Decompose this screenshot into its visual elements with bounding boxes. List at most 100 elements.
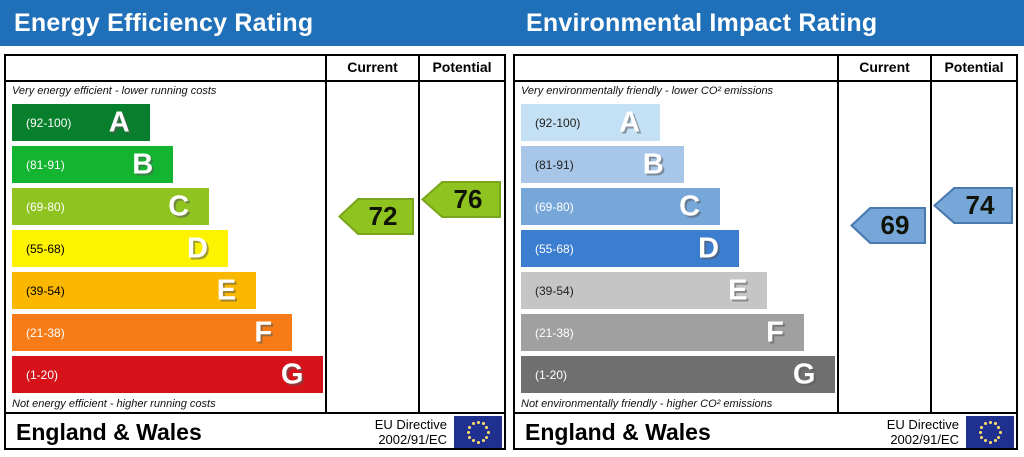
eu-flag — [454, 416, 502, 448]
eu-flag — [966, 416, 1014, 448]
eu-flag-star — [979, 425, 983, 429]
rating-band-f: (21-38) F — [12, 314, 293, 351]
rating-bands: (92-100) A (81-91) B (69-80) C (55-68) D (39-54)… — [521, 104, 837, 393]
bands-area: Very environmentally friendly - lower CO… — [515, 82, 837, 412]
eu-flag-star — [978, 430, 982, 434]
band-letter: F — [254, 316, 273, 348]
rating-band-c: (69-80) C — [12, 188, 210, 225]
current-rating-arrow: 69 — [850, 207, 926, 244]
eu-flag-star — [476, 420, 480, 424]
panel-footer: England & Wales EU Directive 2002/91/EC — [515, 412, 1016, 450]
band-letter: A — [108, 106, 130, 138]
eu-flag-star — [467, 425, 471, 429]
band-letter: D — [698, 232, 720, 264]
rating-band-a: (92-100) A — [521, 104, 661, 141]
band-range-label: (39-54) — [26, 283, 65, 298]
current-value-column: 69 — [837, 82, 930, 412]
potential-rating-arrow: 74 — [933, 187, 1013, 224]
band-range-label: (69-80) — [26, 199, 65, 214]
band-range-label: (81-91) — [535, 157, 574, 172]
band-range-label: (21-38) — [26, 325, 65, 340]
band-letter: C — [168, 190, 190, 222]
potential-rating-value: 74 — [965, 190, 995, 220]
current-rating-value: 72 — [368, 201, 398, 231]
band-letter: G — [280, 358, 304, 390]
eu-flag-star — [997, 425, 1001, 429]
rating-band-d: (55-68) D — [12, 230, 228, 267]
eu-flag-star — [983, 421, 987, 425]
eu-flag-star — [481, 439, 485, 443]
eu-flag-star — [467, 435, 471, 439]
band-letter: E — [216, 274, 237, 306]
potential-rating-arrow: 76 — [421, 181, 501, 218]
eu-directive-line2: 2002/91/EC — [890, 432, 959, 447]
eu-flag-star — [481, 421, 485, 425]
band-range-label: (92-100) — [535, 115, 581, 130]
band-letter: G — [792, 358, 816, 390]
eu-directive-line1: EU Directive — [886, 417, 959, 432]
band-range-label: (1-20) — [535, 367, 568, 382]
band-letter: E — [728, 274, 748, 306]
eu-flag-star — [486, 430, 490, 434]
bottom-caption: Not environmentally friendly - higher CO… — [521, 398, 773, 410]
column-header-row: Current Potential — [515, 56, 1016, 82]
rating-band-c: (69-80) C — [521, 188, 721, 225]
eu-flag-star — [471, 421, 475, 425]
eu-flag-star — [988, 420, 992, 424]
potential-rating-value: 76 — [453, 184, 483, 214]
region-label: England & Wales — [16, 418, 202, 445]
eu-flag-star — [485, 425, 489, 429]
rating-band-b: (81-91) B — [12, 146, 174, 183]
current-column-header: Current — [837, 56, 930, 80]
eu-flag-star — [485, 435, 489, 439]
eu-directive-line1: EU Directive — [374, 417, 447, 432]
eu-flag-star — [997, 435, 1001, 439]
rating-band-e: (39-54) E — [12, 272, 257, 309]
eu-directive-line2: 2002/91/EC — [378, 432, 447, 447]
eu-flag-star — [979, 435, 983, 439]
chart-header-spacer — [515, 56, 837, 80]
potential-column-header: Potential — [930, 56, 1016, 80]
band-letter: B — [132, 148, 154, 180]
rating-band-b: (81-91) B — [521, 146, 684, 183]
energy-efficiency-panel: Current Potential Very energy efficient … — [4, 54, 506, 450]
rating-band-a: (92-100) A — [12, 104, 150, 141]
current-rating-value: 69 — [880, 210, 910, 240]
bottom-caption: Not energy efficient - higher running co… — [12, 398, 216, 410]
chart-body: Very energy efficient - lower running co… — [6, 82, 504, 412]
band-letter: B — [642, 148, 664, 180]
band-range-label: (55-68) — [535, 241, 574, 256]
energy-efficiency-title: Energy Efficiency Rating — [14, 9, 314, 37]
panel-footer: England & Wales EU Directive 2002/91/EC — [6, 412, 504, 450]
rating-band-e: (39-54) E — [521, 272, 768, 309]
band-letter: D — [187, 232, 208, 264]
band-range-label: (69-80) — [535, 199, 574, 214]
rating-band-g: (1-20) G — [12, 356, 324, 393]
rating-band-f: (21-38) F — [521, 314, 804, 351]
eu-flag-star — [993, 421, 997, 425]
eu-flag-star — [998, 430, 1002, 434]
current-rating-arrow: 72 — [338, 198, 414, 235]
bands-area: Very energy efficient - lower running co… — [6, 82, 325, 412]
top-caption: Very environmentally friendly - lower CO… — [521, 85, 774, 97]
band-range-label: (39-54) — [535, 283, 574, 298]
band-letter: C — [679, 190, 701, 222]
eu-flag-star — [466, 430, 470, 434]
band-range-label: (81-91) — [26, 157, 65, 172]
eu-directive-label: EU Directive 2002/91/EC — [887, 417, 959, 447]
column-header-row: Current Potential — [6, 56, 504, 82]
eu-directive-label: EU Directive 2002/91/EC — [375, 417, 447, 447]
potential-value-column: 76 — [418, 82, 504, 412]
rating-band-d: (55-68) D — [521, 230, 740, 267]
band-range-label: (55-68) — [26, 241, 65, 256]
chart-header-spacer — [6, 56, 325, 80]
band-letter: A — [619, 106, 641, 138]
eu-flag-star — [993, 439, 997, 443]
rating-band-g: (1-20) G — [521, 356, 836, 393]
region-label: England & Wales — [525, 418, 711, 445]
environmental-impact-title: Environmental Impact Rating — [526, 9, 878, 37]
band-range-label: (1-20) — [26, 367, 59, 382]
environmental-impact-panel: Current Potential Very environmentally f… — [513, 54, 1018, 450]
current-column-header: Current — [325, 56, 418, 80]
